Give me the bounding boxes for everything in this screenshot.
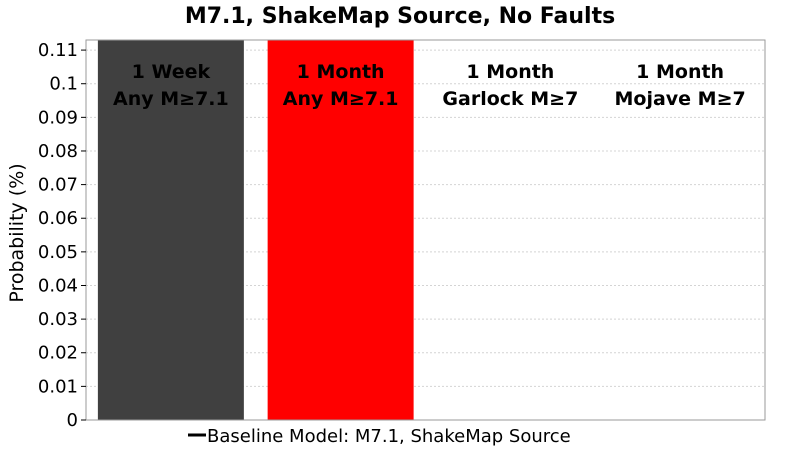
chart-title: M7.1, ShakeMap Source, No Faults: [185, 4, 615, 29]
y-tick-label: 0.02: [38, 343, 78, 364]
y-axis-label: Probability (%): [6, 163, 28, 302]
y-axis-ticks: 0 0.01 0.02 0.03 0.04 0.05 0.06 0.07 0.08 0.09 0.1…: [38, 40, 86, 431]
bar-label-line1: 1 Week: [132, 61, 211, 83]
legend: Baseline Model: M7.1, ShakeMap Source: [188, 426, 571, 447]
bar: [97, 40, 244, 420]
bar-label-line1: 1 Month: [466, 61, 554, 83]
bar-label-line2: Any M≥7.1: [283, 88, 399, 110]
y-tick-label: 0.05: [38, 242, 78, 263]
y-tick-label: 0.09: [38, 107, 78, 128]
bar-label-line2: Any M≥7.1: [113, 88, 229, 110]
bar-label-line1: 1 Month: [297, 61, 385, 83]
y-tick-label: 0.07: [38, 175, 78, 196]
bar-label-line2: Garlock M≥7: [442, 88, 578, 110]
y-tick-label: 0.11: [38, 40, 78, 61]
bar-label-line1: 1 Month: [636, 61, 724, 83]
y-tick-label: 0.04: [38, 275, 78, 296]
y-tick-label: 0.01: [38, 376, 78, 397]
y-tick-label: 0.06: [38, 208, 78, 229]
bars: [97, 40, 414, 420]
bar-labels: 1 Week Any M≥7.1 1 Month Any M≥7.1 1 Month Ga…: [113, 61, 746, 110]
bar-label-line2: Mojave M≥7: [615, 88, 746, 110]
y-tick-label: 0: [67, 410, 78, 431]
y-tick-label: 0.1: [49, 74, 78, 95]
y-tick-label: 0.03: [38, 309, 78, 330]
plot-area-frame: [85, 39, 766, 421]
legend-label: Baseline Model: M7.1, ShakeMap Source: [207, 426, 571, 447]
bar: [267, 40, 414, 420]
y-tick-label: 0.08: [38, 141, 78, 162]
